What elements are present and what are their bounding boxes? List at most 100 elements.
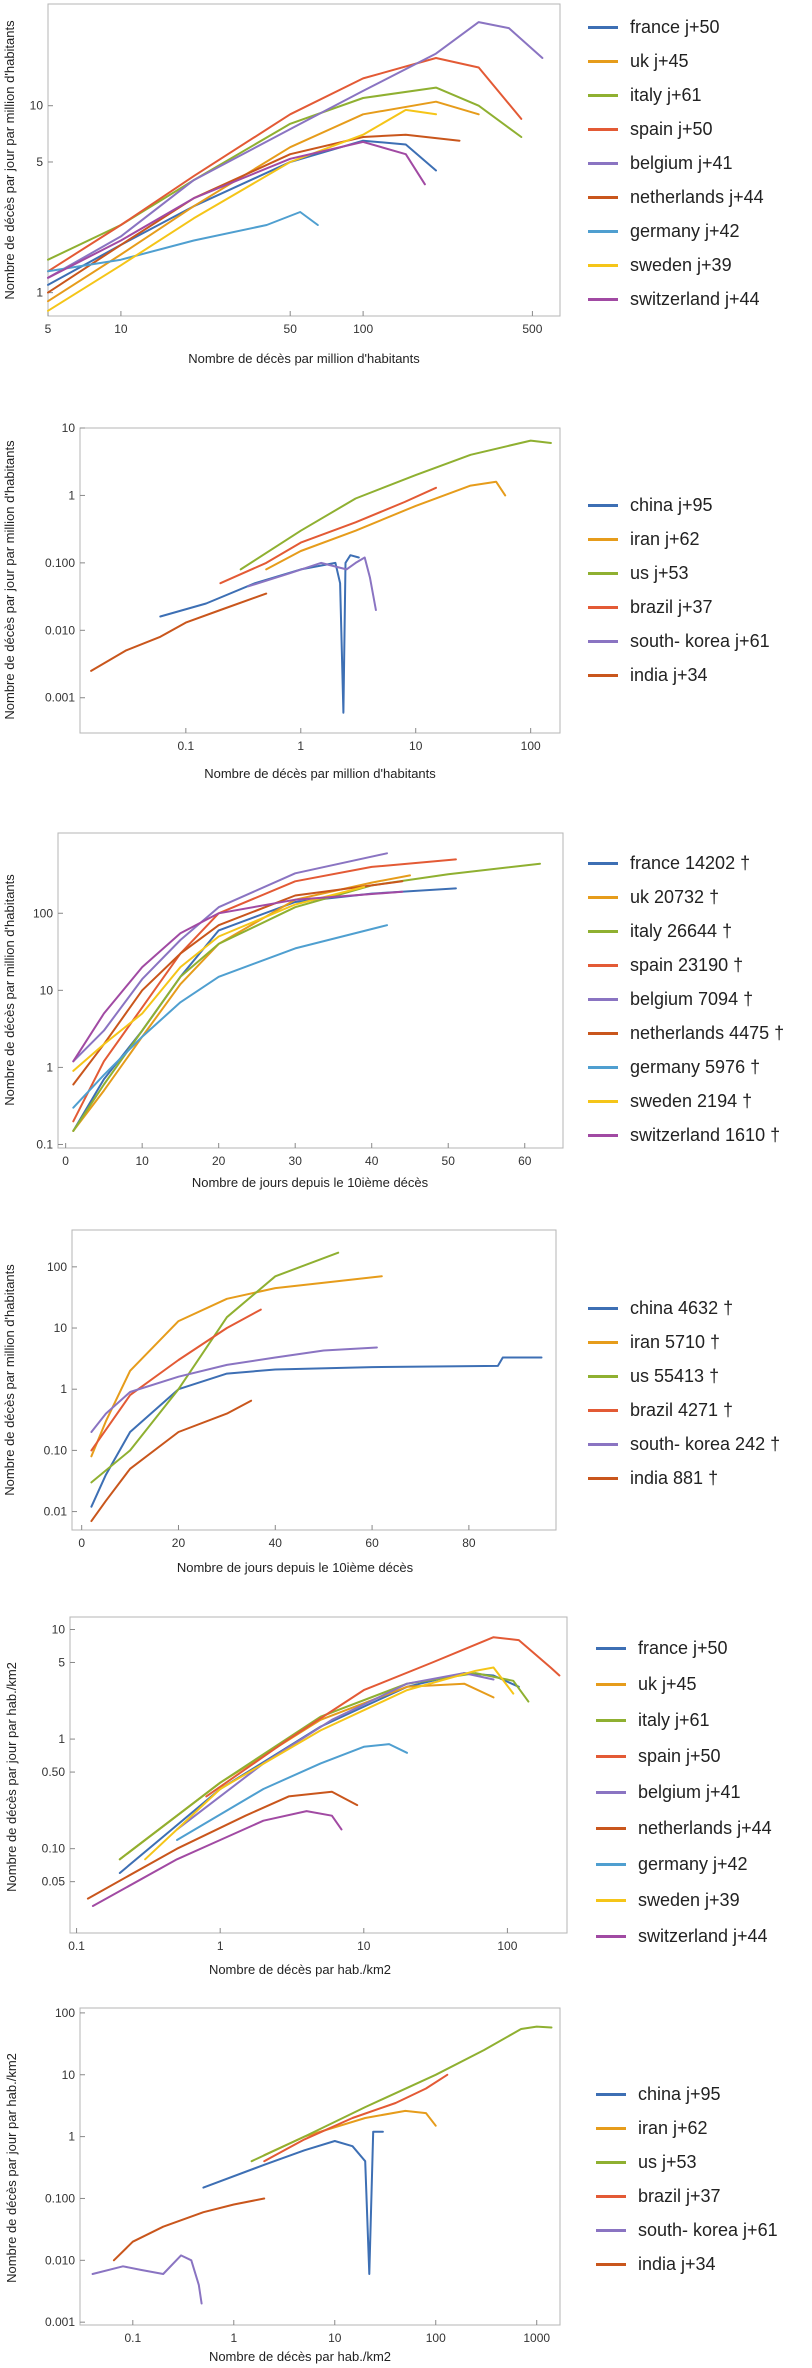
y-tick-label: 0.01 [44,1505,68,1519]
legend-swatch [588,895,618,899]
legend-item-india: india 881 † [588,1461,780,1495]
series-line-uk [118,1682,495,1861]
legend-label: us j+53 [638,2151,697,2172]
chart-4-y-label: Nombre de décès par million d'habitants [2,1264,17,1496]
y-tick-label: 0.1 [36,1137,53,1151]
chart-5-svg: 0.1 1 10 100 0.05 0.10 0.50 1 5 10 Nombre de déc… [4,1616,568,1977]
series-line-uk [47,100,480,303]
legend-label: us 55413 † [630,1365,720,1386]
chart-5-legend: france j+50 uk j+45 italy j+61 spain j+50 be… [596,1630,772,1954]
legend-label: switzerland 1610 † [630,1124,781,1145]
legend-label: spain j+50 [630,118,713,139]
legend-label: spain j+50 [638,1745,721,1766]
legend-swatch [596,1826,626,1830]
legend-item-brazil: brazil j+37 [588,590,770,624]
legend-swatch [588,537,618,541]
series-line-sweden [144,1666,515,1861]
y-tick-label: 10 [62,421,76,435]
legend-swatch [588,1099,618,1103]
chart-5-frame [69,1616,568,1934]
x-tick-label: 80 [462,1536,476,1550]
y-tick-label: 10 [30,99,44,113]
chart-6-svg: 0.1 1 10 100 1000 0.001 0.010 0.100 1 10 100 Nomb… [4,2006,561,2364]
legend-label: uk j+45 [630,50,689,71]
x-tick-label: 500 [522,322,542,336]
chart-6-legend: china j+95 iran j+62 us j+53 brazil j+37 sou… [596,2077,778,2281]
y-tick-label: 1 [46,1060,53,1074]
legend-label: brazil j+37 [638,2185,721,2206]
series-line-spain [47,57,523,273]
legend-item-germany: germany j+42 [596,1846,772,1882]
legend-swatch [596,2228,626,2232]
y-tick-label: 0.05 [42,1875,66,1889]
series-line-south-korea [247,556,377,611]
legend-swatch [588,997,618,1001]
chart-panel-4: 0 20 40 60 80 0.01 0.10 1 10 100 Nombre de jours… [0,1225,812,1595]
legend-swatch [588,59,618,63]
legend-label: iran j+62 [638,2117,708,2138]
legend-item-brazil: brazil j+37 [596,2179,778,2213]
series-line-brazil [219,486,437,585]
legend-swatch [588,673,618,677]
legend-item-south-korea: south- korea j+61 [596,2213,778,2247]
legend-item-france: france 14202 † [588,846,784,880]
chart-2-x-ticks: 0.1 1 10 100 [177,728,541,753]
legend-label: us j+53 [630,562,689,583]
legend-item-iran: iran 5710 † [588,1325,780,1359]
legend-item-india: india j+34 [596,2247,778,2281]
series-line-spain [205,1636,561,1798]
x-tick-label: 1 [217,1939,224,1953]
chart-5-x-ticks: 0.1 1 10 100 [68,1928,518,1953]
legend-item-south-korea: south- korea 242 † [588,1427,780,1461]
y-tick-label: 0.50 [42,1765,66,1779]
legend-item-switzerland: switzerland j+44 [596,1918,772,1954]
legend-label: germany 5976 † [630,1056,761,1077]
legend-label: brazil 4271 † [630,1399,734,1420]
legend-swatch [588,127,618,131]
legend-label: switzerland j+44 [638,1925,768,1946]
series-line-italy [72,862,541,1132]
legend-item-italy: italy j+61 [596,1702,772,1738]
series-line-india [90,592,268,672]
y-tick-label: 0.001 [45,2315,75,2329]
x-tick-label: 100 [426,2331,446,2345]
series-line-switzerland [72,890,404,1063]
legend-item-us: us 55413 † [588,1359,780,1393]
series-line-sweden [72,885,366,1072]
legend-swatch [596,1682,626,1686]
series-line-sweden [47,108,437,312]
legend-item-netherlands: netherlands 4475 † [588,1016,784,1050]
chart-6-lines [91,2025,553,2305]
legend-label: france j+50 [638,1637,728,1658]
series-line-switzerland [91,1810,343,1907]
legend-label: sweden 2194 † [630,1090,753,1111]
chart-5-y-label: Nombre de décès par jour par hab./km2 [4,1662,19,1892]
chart-3-lines [72,852,541,1132]
series-line-us [90,1251,340,1484]
y-tick-label: 1 [60,1382,67,1396]
chart-6-x-label: Nombre de décès par hab./km2 [209,2349,391,2364]
x-tick-label: 10 [328,2331,342,2345]
chart-3-y-label: Nombre de décès par million d'habitants [2,874,17,1106]
legend-swatch [588,263,618,267]
y-tick-label: 10 [40,983,54,997]
chart-6-y-ticks: 0.001 0.010 0.100 1 10 100 [45,2006,85,2329]
series-line-iran [263,2109,437,2157]
legend-item-brazil: brazil 4271 † [588,1393,780,1427]
legend-swatch [588,503,618,507]
x-tick-label: 10 [409,739,423,753]
series-line-iran [265,480,507,571]
legend-swatch [596,1934,626,1938]
legend-label: belgium 7094 † [630,988,754,1009]
legend-label: italy 26644 † [630,920,733,941]
chart-1-lines [47,21,544,312]
legend-label: belgium j+41 [630,152,733,173]
legend-swatch [588,1340,618,1344]
chart-4-frame [71,1229,557,1531]
legend-label: south- korea 242 † [630,1433,781,1454]
legend-item-italy: italy j+61 [588,78,764,112]
y-tick-label: 1 [68,2130,75,2144]
legend-swatch [588,1306,618,1310]
series-line-italy [118,1672,530,1861]
x-tick-label: 0 [62,1154,69,1168]
